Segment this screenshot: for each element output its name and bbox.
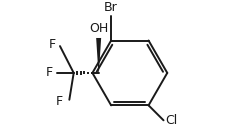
Text: F: F (46, 66, 53, 79)
Text: Cl: Cl (164, 114, 176, 127)
Polygon shape (96, 38, 101, 73)
Text: Br: Br (103, 1, 117, 14)
Text: F: F (56, 95, 63, 108)
Text: OH: OH (89, 22, 108, 35)
Text: F: F (48, 38, 55, 51)
